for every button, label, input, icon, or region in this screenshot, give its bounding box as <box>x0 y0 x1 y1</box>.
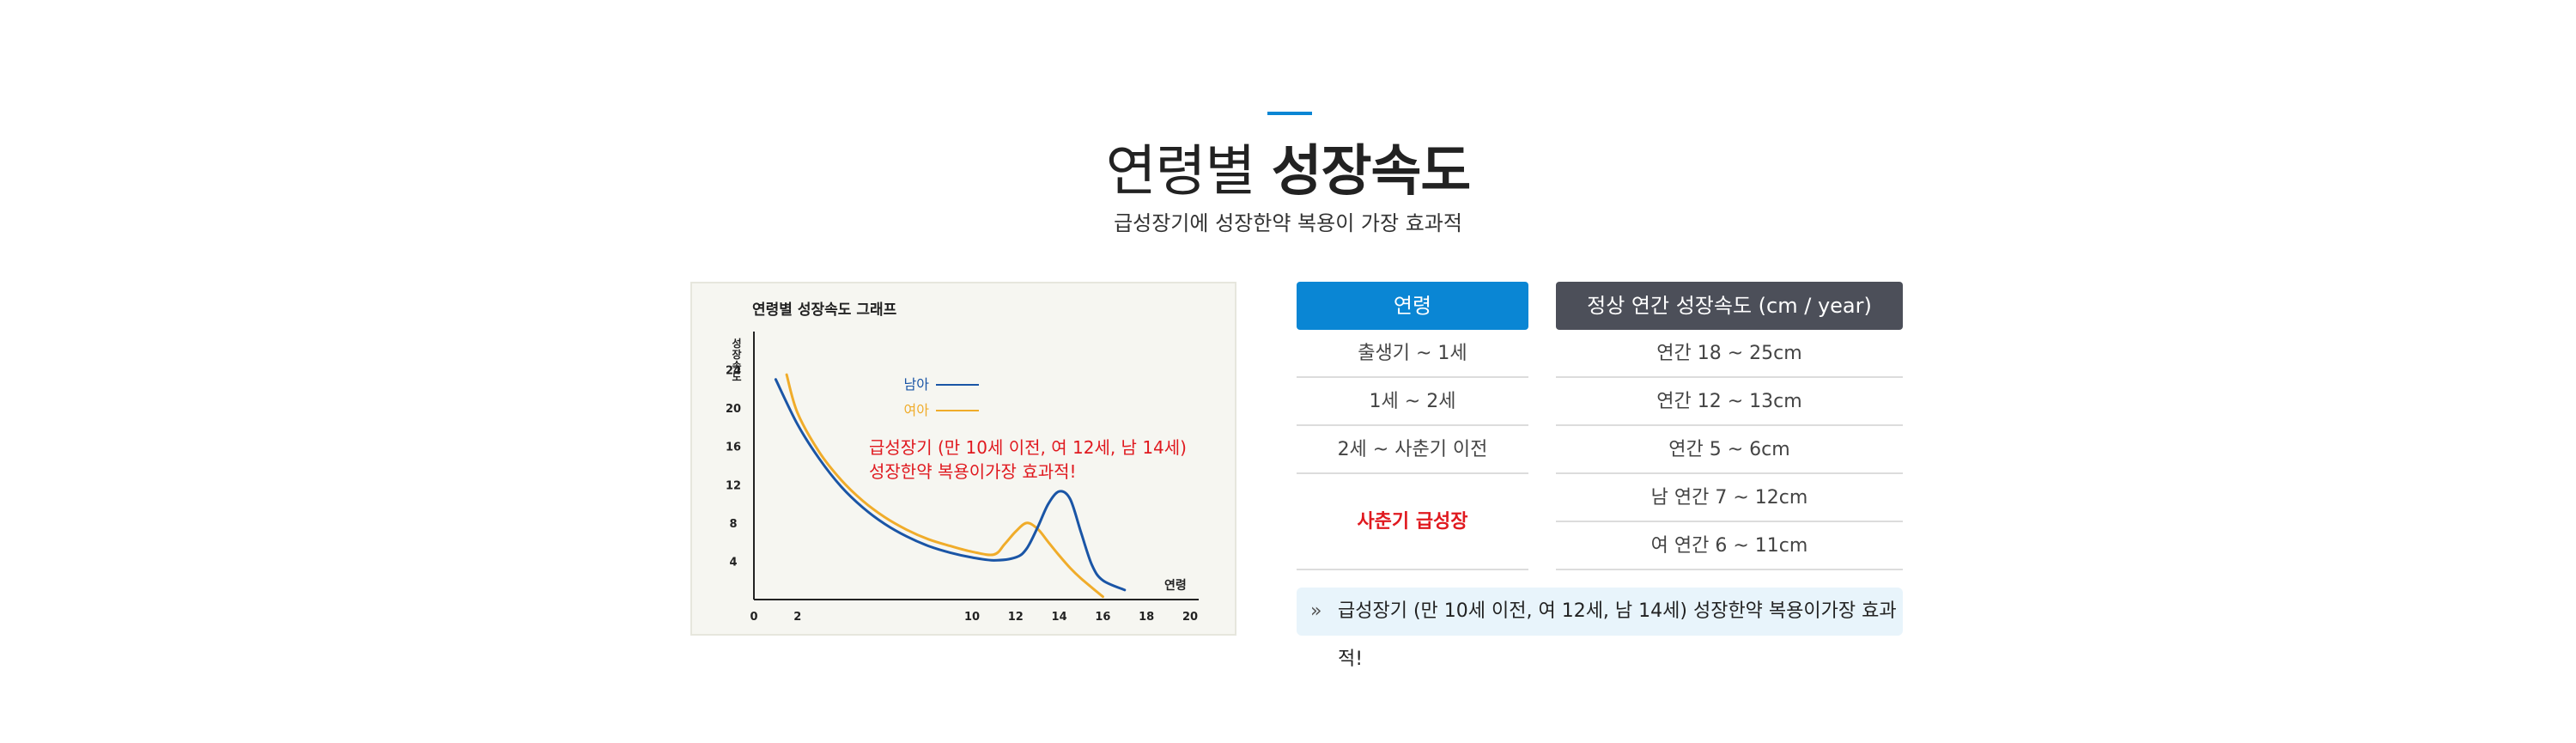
y-axis-label: 성장속도 <box>732 338 741 383</box>
title-light: 연령별 <box>1105 140 1256 204</box>
legend-label: 남아 <box>904 376 930 393</box>
table-cell-age: 1세 ~ 2세 <box>1297 378 1528 426</box>
chart-series <box>774 373 1127 599</box>
x-tick-label: 10 <box>964 611 980 624</box>
y-tick-label: 4 <box>729 556 737 569</box>
table-cell-puberty-age: 사춘기 급성장 <box>1297 474 1528 570</box>
page-subtitle: 급성장기에 성장한약 복용이 가장 효과적 <box>1114 211 1462 235</box>
table-header-age: 연령 <box>1297 282 1528 330</box>
x-tick-label: 20 <box>1182 611 1198 624</box>
table-cell-rate: 연간 12 ~ 13cm <box>1556 378 1903 426</box>
note-text: 급성장기 (만 10세 이전, 여 12세, 남 14세) 성장한약 복용이가장… <box>1338 600 1897 670</box>
x-axis-label: 연령 <box>1164 579 1187 593</box>
title-accent-line <box>1267 112 1312 115</box>
table-cell-rate: 연간 18 ~ 25cm <box>1556 330 1903 378</box>
y-tick-label: 20 <box>726 403 741 416</box>
x-ticks: 0 2 10 12 14 16 18 20 <box>750 611 1198 624</box>
series-line-male <box>774 378 1127 592</box>
table-cell-rate: 연간 5 ~ 6cm <box>1556 426 1903 474</box>
x-tick-label: 2 <box>793 611 801 624</box>
y-tick-label: 12 <box>726 479 741 492</box>
legend-label: 여아 <box>904 402 930 418</box>
y-ticks: 4 8 12 16 20 24 <box>726 365 741 569</box>
chart-annotation-line-2: 성장한약 복용이가장 효과적! <box>869 461 1077 482</box>
x-tick-label: 0 <box>750 611 757 624</box>
table-cell-age: 출생기 ~ 1세 <box>1297 330 1528 378</box>
series-line-female <box>785 373 1104 599</box>
y-axis-label-char: 도 <box>732 371 741 383</box>
growth-chart: 연령별 성장속도 그래프 성장속도 4 8 12 16 20 24 0 2 10 12 14 16 1… <box>726 301 1199 624</box>
x-tick-label: 14 <box>1052 611 1067 624</box>
x-tick-label: 12 <box>1008 611 1024 624</box>
chart-annotation-line-1: 급성장기 (만 10세 이전, 여 12세, 남 14세) <box>869 437 1187 458</box>
x-tick-label: 18 <box>1139 611 1154 624</box>
page-title: 연령별 성장속도 <box>0 127 2576 206</box>
y-axis-label-char: 속 <box>732 360 741 372</box>
chart-title: 연령별 성장속도 그래프 <box>752 301 897 319</box>
y-tick-label: 16 <box>726 442 741 454</box>
y-axis-label-char: 장 <box>732 349 741 361</box>
growth-note: » 급성장기 (만 10세 이전, 여 12세, 남 14세) 성장한약 복용이… <box>1297 588 1903 670</box>
table-header-rate: 정상 연간 성장속도 (cm / year) <box>1556 282 1903 330</box>
table-cell-rate-male: 남 연간 7 ~ 12cm <box>1556 474 1903 522</box>
table-cell-age: 2세 ~ 사춘기 이전 <box>1297 426 1528 474</box>
y-axis-label-char: 성 <box>732 338 741 350</box>
y-tick-label: 8 <box>729 518 737 531</box>
table-cell-rate-female: 여 연간 6 ~ 11cm <box>1556 522 1903 570</box>
double-chevron-right-icon: » <box>1310 600 1322 622</box>
x-tick-label: 16 <box>1095 611 1110 624</box>
y-tick-label: 24 <box>726 365 741 378</box>
chart-axes <box>753 332 1199 600</box>
title-bold: 성장속도 <box>1271 140 1472 204</box>
